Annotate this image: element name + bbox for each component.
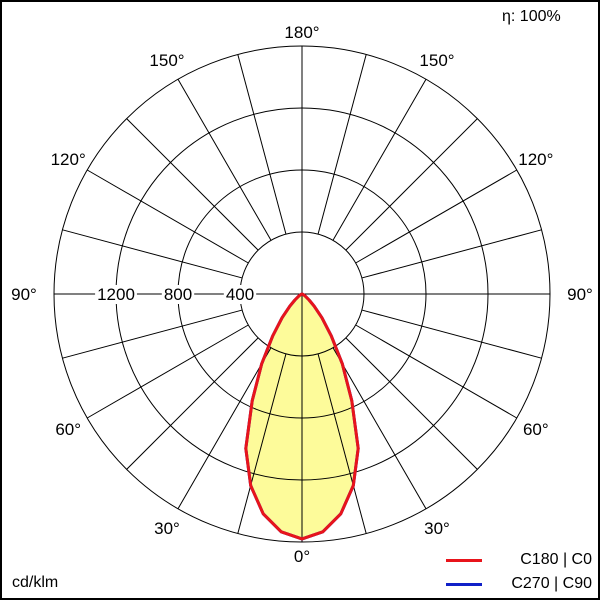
angle-label: 120°: [51, 150, 86, 169]
radial-tick-label: 400: [226, 285, 254, 304]
legend: C180 | C0 C270 | C90: [442, 548, 594, 596]
legend-swatch-blue: [446, 583, 482, 586]
legend-label: C180 | C0: [520, 551, 592, 568]
legend-swatch-red: [446, 559, 482, 562]
grid-radial-line: [345, 337, 478, 470]
radial-tick-label: 800: [164, 285, 192, 304]
grid-radial-line: [237, 353, 287, 534]
angle-label: 120°: [518, 150, 553, 169]
angle-label: 30°: [424, 519, 450, 538]
efficiency-label: η: 100%: [502, 8, 561, 25]
unit-label: cd/klm: [12, 574, 59, 591]
tick-label-bg: [161, 285, 195, 304]
grid-radial-line: [361, 229, 542, 279]
series-curve-0: [244, 292, 360, 541]
grid-radial-line: [355, 169, 518, 264]
grid-radial-line: [332, 347, 427, 510]
angle-label: 60°: [55, 420, 81, 439]
grid-radial-line: [126, 118, 259, 251]
legend-item: C180 | C0: [442, 550, 594, 570]
angle-label: 0°: [294, 547, 310, 566]
angle-label: 150°: [419, 51, 454, 70]
angle-label: 150°: [149, 51, 184, 70]
grid-radial-line: [86, 169, 249, 264]
radial-tick-label: 1200: [97, 285, 135, 304]
legend-label: C270 | C90: [511, 575, 592, 592]
legend-item: C270 | C90: [442, 574, 594, 594]
angle-label: 60°: [523, 420, 549, 439]
grid-radial-line: [345, 118, 478, 251]
angle-label: 30°: [154, 519, 180, 538]
grid-radial-line: [317, 54, 367, 235]
angle-label: 90°: [11, 285, 37, 304]
grid-radial-line: [62, 309, 243, 359]
tick-label-bg: [95, 285, 137, 304]
grid-radial-line: [355, 324, 518, 419]
tick-label-bg: [223, 285, 257, 304]
grid-radial-line: [177, 347, 272, 510]
grid-radial-line: [237, 54, 287, 235]
angle-label: 180°: [284, 23, 319, 42]
grid-radial-line: [317, 353, 367, 534]
grid-radial-line: [62, 229, 243, 279]
grid-radial-line: [86, 324, 249, 419]
grid-radial-line: [177, 78, 272, 241]
grid-radial-line: [332, 78, 427, 241]
grid-radial-line: [126, 337, 259, 470]
angle-label: 90°: [567, 285, 593, 304]
grid-radial-line: [361, 309, 542, 359]
